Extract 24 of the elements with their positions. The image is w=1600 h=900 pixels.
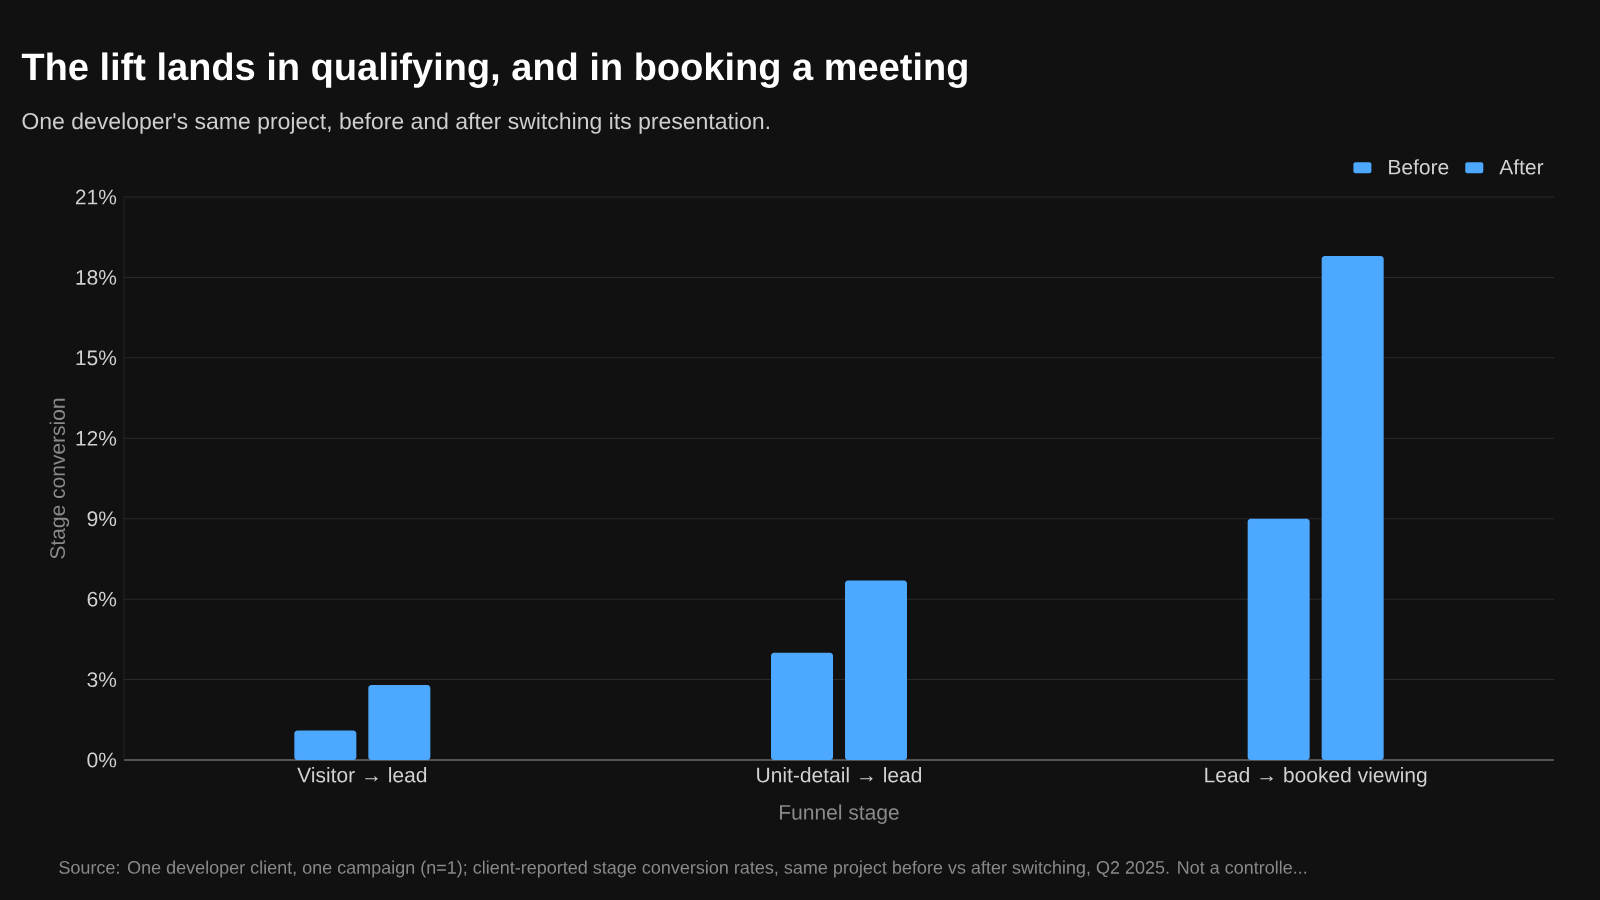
legend-label: Before [1389,159,1449,175]
legend-label: After [1499,159,1544,175]
x-tick-label: Visitor → lead [297,767,427,783]
source-note: Source: One developer client, one campaign (n=1); client-reported stage conversion rates, same project before vs after switching, Q2 2025. Not a controlle... [59,860,1307,878]
x-tick-label: Unit-detail → lead [757,767,922,783]
y-tick-label: 0% [87,752,117,768]
x-axis-title: Funnel stage [780,804,899,824]
y-axis-title: Stage conversion [49,398,70,559]
x-tick-label: Lead → booked viewing [1205,767,1427,787]
bar [771,652,834,760]
chart-title: The lift lands in qualifying, and in booking a meeting [21,52,967,88]
bar [845,580,908,760]
bar [368,684,431,760]
y-tick-label: 6% [87,591,117,607]
bar [1321,255,1384,760]
y-tick-label: 12% [76,430,117,446]
chart-subtitle: One developer's same project, before and after switching its presentation. [22,112,769,134]
y-tick-label: 15% [76,350,117,366]
bar [294,730,357,760]
bar [1247,518,1310,760]
y-tick-label: 18% [76,270,117,285]
y-tick-label: 3% [87,672,117,688]
y-tick-label: 9% [87,511,117,527]
y-tick-label: 21% [75,189,117,205]
